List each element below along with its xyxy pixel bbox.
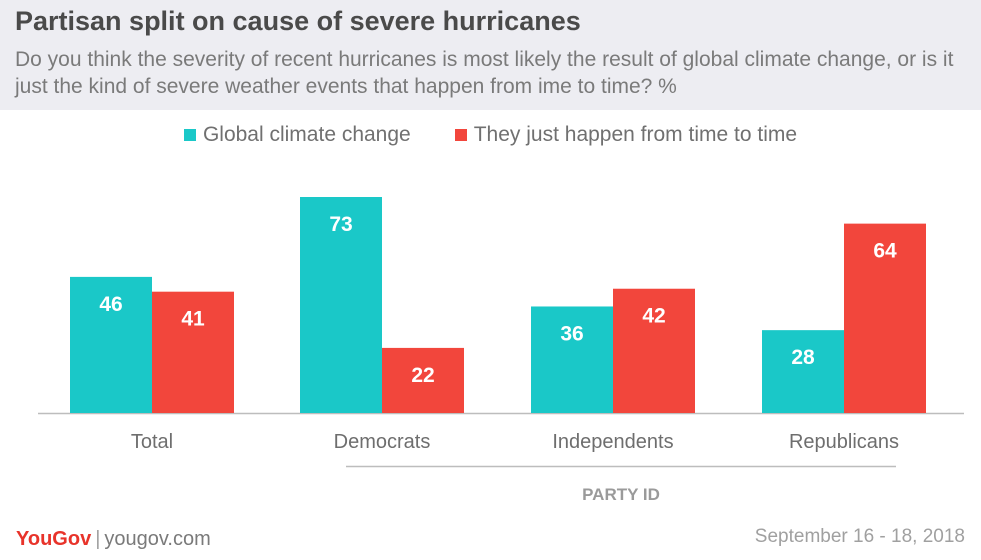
category-label-democrats: Democrats xyxy=(334,431,431,453)
bar-independents-climate xyxy=(531,306,613,413)
group-label-party-id: PARTY ID xyxy=(582,485,660,504)
chart-title: Partisan split on cause of severe hurric… xyxy=(15,6,581,36)
data-label-independents-climate: 36 xyxy=(560,322,583,345)
bar-democrats-happen xyxy=(382,347,464,413)
data-label-independents-happen: 42 xyxy=(642,305,665,328)
bar-democrats-climate xyxy=(300,197,382,413)
data-label-democrats-happen: 22 xyxy=(411,364,434,387)
data-label-total-happen: 41 xyxy=(181,308,205,331)
category-label-total: Total xyxy=(131,431,173,453)
legend-item-climate: Global climate change xyxy=(183,123,411,147)
legend-swatch-climate xyxy=(183,129,196,141)
bar-republicans-climate xyxy=(762,330,844,413)
legend-label-happen: They just happen from time to time xyxy=(473,123,798,146)
header-band: Partisan split on cause of severe hurric… xyxy=(0,0,981,110)
category-label-independents: Independents xyxy=(552,431,673,453)
bar-total-climate xyxy=(70,276,152,413)
data-label-democrats-climate: 73 xyxy=(329,213,352,236)
bar-republicans-happen xyxy=(844,223,926,413)
bar-total-happen xyxy=(152,291,234,413)
bar-independents-happen xyxy=(613,288,695,413)
footer-date: September 16 - 18, 2018 xyxy=(754,526,965,547)
chart-subtitle: Do you think the severity of recent hurr… xyxy=(15,48,954,98)
footer-separator: | xyxy=(95,528,101,550)
footer-brand: YouGov | yougov.com xyxy=(16,528,211,551)
legend-label-climate: Global climate change xyxy=(202,123,411,146)
footer-url[interactable]: yougov.com xyxy=(104,528,211,550)
data-label-republicans-happen: 64 xyxy=(873,240,897,263)
data-label-total-climate: 46 xyxy=(99,293,122,316)
bar-chart: 46 41 Total 73 22 Democrats 36 42 Independents 28… xyxy=(38,197,964,504)
yougov-logo: YouGov xyxy=(16,528,92,550)
legend-swatch-happen xyxy=(454,129,467,141)
chart-legend: Global climate change They just happen f… xyxy=(0,123,981,147)
category-label-republicans: Republicans xyxy=(789,431,899,453)
legend-item-happen: They just happen from time to time xyxy=(454,123,798,147)
data-label-republicans-climate: 28 xyxy=(791,346,815,369)
